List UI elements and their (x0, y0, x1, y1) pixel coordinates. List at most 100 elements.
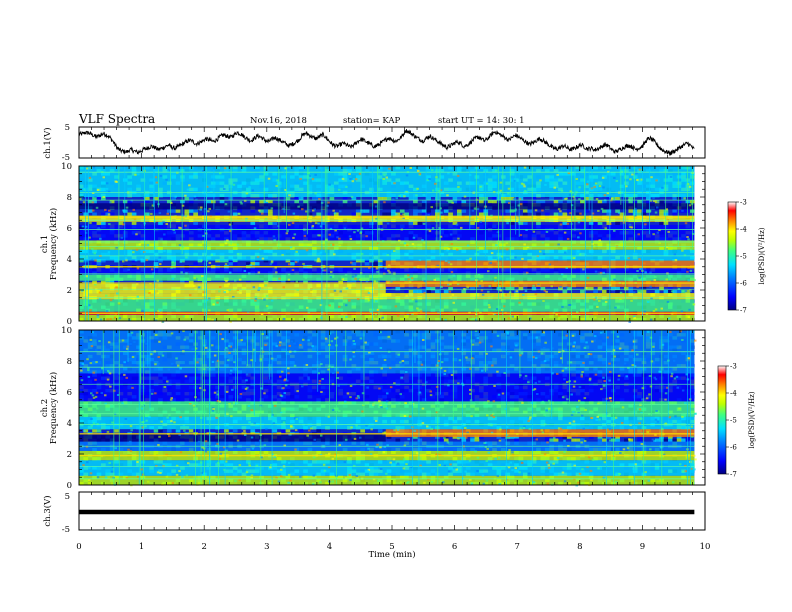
ch1-spectrogram-speck (415, 194, 418, 197)
ch1-spectrogram-cell (646, 197, 651, 201)
ch1-spectrogram-speck (143, 251, 146, 253)
ch1-spectrogram-speck (202, 291, 206, 294)
ch1-spectrogram-speck (178, 244, 182, 247)
ch1-spectrogram-speck (476, 208, 480, 211)
ch1-spectrogram-cell (457, 212, 462, 216)
ch2-spectrogram-cell (224, 429, 229, 433)
ch1-spectrogram-cell (285, 259, 291, 263)
ch1-spectrogram-speck (287, 167, 290, 170)
ch1-spectrogram-cell (206, 200, 212, 204)
ch1-spectrogram-speck (91, 247, 94, 250)
ch1-spectrogram-speck (292, 236, 295, 239)
ch1-spectrogram-speck (577, 236, 580, 239)
ch1-spectrogram-speck (184, 224, 187, 227)
ch2-spectrogram-cell (96, 429, 102, 433)
ch1-spectrogram-speck (656, 231, 660, 234)
ch1-spectrogram-speck (421, 239, 424, 242)
ch1-spectrogram-speck (146, 290, 149, 293)
ch1-spectrogram-speck (105, 182, 109, 185)
ch1-spectrogram-cell (637, 290, 642, 294)
ch1-spectrogram-speck (428, 230, 432, 233)
ch1-spectrogram-speck (180, 271, 183, 274)
ch1-spectrogram-cell (637, 200, 642, 204)
ch1-spectrogram-speck (165, 223, 168, 225)
ch1-spectrogram-cell (158, 221, 163, 226)
ch1-spectrogram-ytick-label: 10 (61, 162, 72, 172)
ch1-spectrogram-speck (336, 236, 339, 239)
ch1-spectrogram-speck (628, 321, 631, 323)
ch1-spectrogram-speck (572, 257, 576, 260)
ch1-spectrogram-cell (505, 209, 511, 213)
ch1-spectrogram-speck (270, 261, 274, 264)
ch1-spectrogram-speck (228, 223, 232, 226)
ch1-spectrogram-cell (413, 212, 418, 216)
ch1-spectrogram-speck (604, 227, 607, 230)
ch1-spectrogram-speck (159, 311, 163, 314)
ch1-spectrogram-speck (275, 185, 278, 187)
ch1-spectrogram-speck (170, 266, 173, 269)
ch1-spectrogram-speck (480, 186, 483, 189)
ch1-spectrogram-speck (602, 186, 605, 189)
ch1-spectrogram-speck (141, 309, 144, 312)
ch1-spectrogram-cell (509, 286, 515, 291)
ch1-spectrogram-speck (457, 190, 460, 193)
ch1-spectrogram-speck (654, 308, 658, 311)
ch1-spectrogram-cell (259, 200, 264, 204)
ch1-spectrogram-cell (364, 259, 370, 263)
ch1-spectrogram-cell (602, 209, 607, 213)
ch1-spectrogram-speck (418, 172, 422, 175)
ch1-spectrogram-speck (586, 183, 589, 186)
ch1-spectrogram-speck (313, 208, 316, 211)
ch1-spectrogram-speck (115, 180, 118, 183)
ch1-spectrogram-ytick-label: 6 (67, 224, 72, 234)
ch1-spectrogram-speck (613, 229, 616, 232)
ch1-spectrogram-speck (109, 317, 112, 320)
ch1-spectrogram-speck (224, 242, 228, 245)
ch1-spectrogram-cell (667, 290, 673, 294)
ch1-spectrogram-speck (523, 243, 526, 246)
ch1-spectrogram-cell (391, 209, 396, 213)
ch1-spectrogram-cell (92, 212, 97, 216)
ch1-spectrogram-speck (640, 178, 644, 181)
ch1-spectrogram-speck (359, 278, 362, 281)
ch1-spectrogram-speck (92, 166, 96, 169)
ch1-spectrogram-speck (629, 226, 632, 229)
ch1-spectrogram-cell (628, 197, 634, 201)
ch1-spectrogram-speck (569, 303, 572, 306)
ch1-spectrogram-speck (113, 316, 117, 319)
ch1-spectrogram-cell (654, 200, 660, 204)
ch1-spectrogram-speck (353, 178, 356, 180)
ch1-spectrogram-cell (391, 212, 396, 216)
ch1-spectrogram-speck (524, 290, 528, 292)
ch1-spectrogram-speck (639, 268, 642, 270)
ch1-spectrogram-cell (672, 212, 678, 216)
ch1-spectrogram-speck (106, 318, 109, 321)
ch1-spectrogram-speck (199, 244, 203, 247)
ch1-spectrogram-cell (386, 286, 392, 291)
ch1-spectrogram-speck (91, 192, 95, 194)
ch1-spectrogram-speck (295, 250, 298, 253)
ch1-spectrogram-speck (398, 194, 401, 197)
ch1-spectrogram-cell (615, 197, 620, 201)
ch1-spectrogram-cell (144, 200, 150, 204)
ch1-spectrogram-cell (87, 209, 93, 213)
ch1-spectrogram-speck (407, 274, 410, 277)
ch1-spectrogram-speck (96, 314, 100, 317)
ch1-spectrogram-speck (132, 208, 135, 211)
ch1-spectrogram-speck (80, 196, 84, 199)
ch1-spectrogram-speck (680, 310, 684, 313)
ch1-spectrogram-speck (171, 277, 175, 280)
ch1-spectrogram-speck (375, 267, 379, 270)
ch1-spectrogram-speck (690, 202, 694, 205)
ch1-spectrogram-cell (553, 212, 559, 216)
ch1-spectrogram-speck (652, 200, 656, 202)
ch1-spectrogram-speck (89, 309, 92, 312)
ch1-spectrogram-speck (81, 289, 84, 292)
ch1-spectrogram-speck (349, 238, 353, 240)
ch1-spectrogram-cell (417, 290, 423, 294)
ch1-spectrogram-speck (202, 234, 205, 237)
ch1-spectrogram-cell (659, 221, 664, 226)
ch1-spectrogram-cell (602, 200, 607, 204)
ch1-spectrogram-cell (659, 212, 664, 216)
ch1-spectrogram-speck (351, 180, 355, 183)
